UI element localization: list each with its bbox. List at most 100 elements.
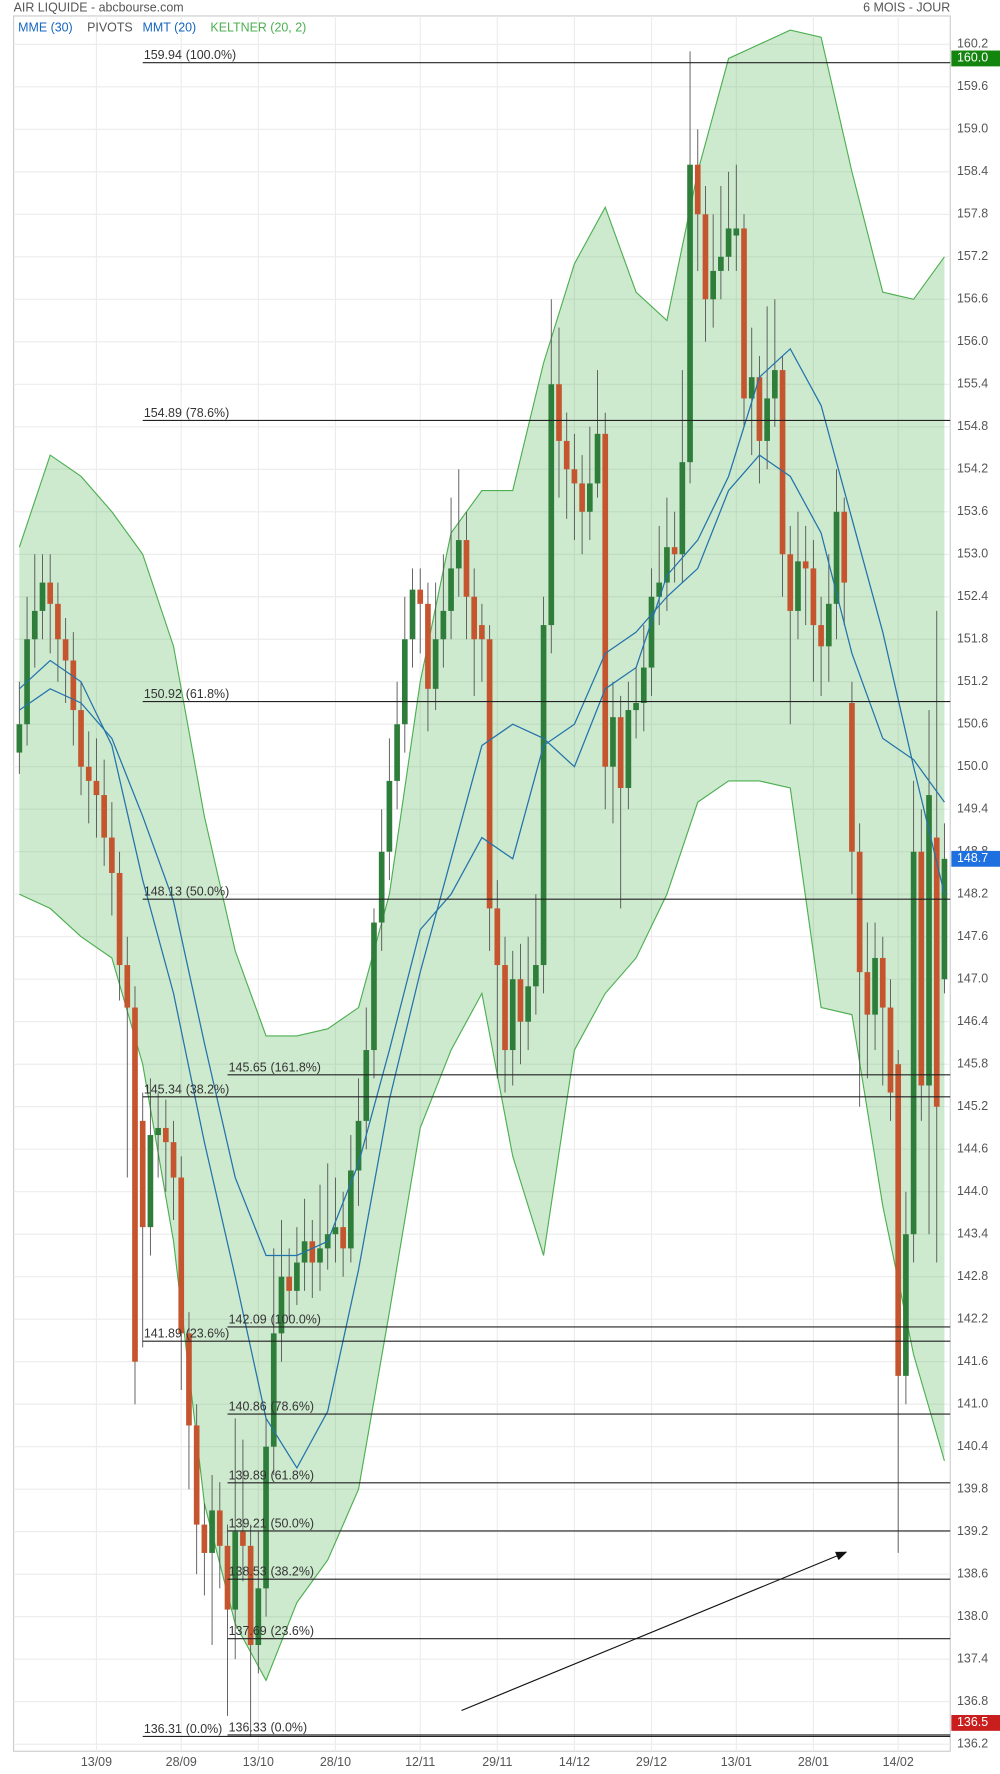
candle-body	[825, 603, 832, 647]
price-tag	[951, 50, 1000, 67]
candle-body	[155, 1127, 161, 1136]
y-tick-label: 149.4	[957, 802, 988, 816]
candle-body	[247, 1545, 254, 1646]
candle-body	[556, 384, 562, 441]
fib-value: 145.34	[144, 1082, 182, 1096]
candle-body	[116, 872, 123, 966]
x-tick-label: 14/02	[883, 1755, 914, 1769]
candle-body	[879, 957, 886, 1008]
candle-body	[702, 214, 709, 300]
candle-body	[710, 270, 717, 300]
candle-body	[748, 377, 755, 399]
candle-body	[216, 1510, 223, 1546]
y-tick-label: 159.6	[957, 79, 988, 93]
candle-body	[201, 1524, 208, 1553]
fib-pct: (161.8%)	[270, 1060, 320, 1074]
price-tag	[951, 850, 1000, 867]
candle-body	[186, 1333, 192, 1426]
candle-body	[209, 1510, 215, 1553]
fib-pct: (0.0%)	[270, 1720, 307, 1734]
y-tick-label: 150.0	[957, 759, 988, 773]
fib-value: 150.92	[144, 687, 182, 701]
candle-body	[671, 547, 678, 555]
candle-body	[332, 1227, 339, 1235]
candle-body	[633, 702, 639, 711]
candle-body	[509, 979, 516, 1051]
y-tick-label: 138.6	[957, 1566, 988, 1580]
y-tick-label: 142.8	[957, 1269, 988, 1283]
fib-pct: (100.0%)	[270, 1312, 320, 1326]
y-tick-label: 148.2	[957, 887, 988, 901]
fib-pct: (78.6%)	[186, 406, 230, 420]
candle-body	[486, 639, 493, 909]
candle-body	[525, 986, 531, 1022]
candle-body	[401, 639, 408, 725]
candle-body	[263, 1446, 269, 1589]
price-tag-label: 160.0	[957, 51, 988, 65]
candle-body	[926, 795, 932, 1086]
candle-body	[31, 610, 38, 640]
candle-body	[85, 766, 92, 781]
fib-value: 139.21	[229, 1516, 267, 1530]
candle-body	[933, 837, 940, 1107]
candle-body	[540, 625, 547, 966]
candle-body	[232, 1531, 239, 1610]
x-tick-label: 29/11	[482, 1755, 512, 1769]
fib-pct: (100.0%)	[186, 48, 236, 62]
y-tick-label: 151.2	[957, 674, 988, 688]
keltner-lower	[19, 780, 945, 1682]
candle-body	[818, 625, 824, 647]
candle-body	[70, 660, 77, 711]
x-tick-label: 13/10	[243, 1755, 274, 1769]
y-tick-label: 146.4	[957, 1014, 988, 1028]
candle-body	[648, 596, 655, 668]
candle-body	[640, 667, 647, 703]
y-tick-label: 136.2	[957, 1736, 988, 1750]
y-tick-label: 147.6	[957, 929, 988, 943]
candle-body	[394, 724, 400, 781]
candle-body	[432, 639, 439, 689]
candle-body	[494, 908, 501, 966]
candle-body	[941, 858, 948, 980]
y-tick-label: 151.8	[957, 632, 988, 646]
candle-body	[124, 965, 131, 1008]
fib-value: 154.89	[144, 406, 182, 420]
candle-body	[802, 561, 809, 569]
candle-body	[286, 1276, 293, 1291]
candle-body	[795, 561, 801, 611]
candle-body	[856, 851, 863, 973]
y-tick-label: 138.0	[957, 1609, 988, 1623]
candle-body	[47, 582, 54, 604]
candle-body	[841, 511, 848, 583]
candle-body	[910, 851, 917, 1235]
trend-arrow	[461, 1551, 848, 1712]
x-tick-label: 28/01	[798, 1755, 829, 1769]
candle-body	[440, 610, 447, 640]
y-tick-label: 145.8	[957, 1056, 988, 1070]
y-tick-label: 142.2	[957, 1311, 988, 1325]
candle-body	[463, 540, 470, 597]
candle-body	[340, 1227, 346, 1249]
fib-value: 142.09	[229, 1312, 267, 1326]
candle-body	[270, 1333, 277, 1447]
fib-pct: (0.0%)	[186, 1722, 223, 1736]
legend-entry: KELTNER (20, 2)	[210, 21, 306, 35]
candle-body	[224, 1545, 231, 1610]
candle-body	[170, 1142, 177, 1178]
legend-entry: MME (30)	[18, 21, 73, 35]
y-tick-label: 157.8	[957, 207, 988, 221]
chart-title: AIR LIQUIDE - abcbourse.com	[14, 0, 184, 14]
candle-body	[656, 582, 663, 597]
candle-body	[610, 717, 616, 767]
candle-body	[39, 582, 46, 611]
candle-body	[787, 554, 794, 611]
price-tag	[951, 1715, 1000, 1731]
candle-body	[132, 1007, 138, 1362]
candle-body	[903, 1234, 909, 1376]
candle-body	[725, 228, 732, 257]
fib-value: 140.86	[229, 1400, 267, 1414]
fib-pct: (50.0%)	[270, 1516, 314, 1530]
chart-subtitle: 6 MOIS - JOUR	[863, 0, 950, 14]
legend-entry: PIVOTS	[87, 21, 133, 35]
candle-body	[240, 1531, 246, 1546]
